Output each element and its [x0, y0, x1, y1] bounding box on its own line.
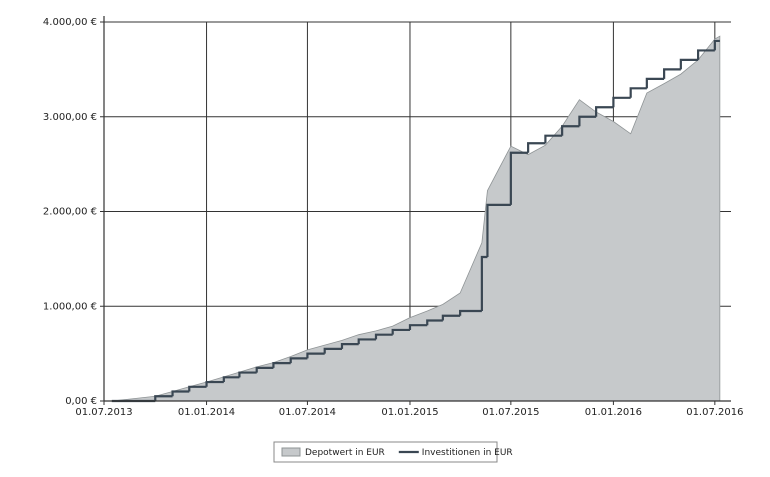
legend-label: Investitionen in EUR [422, 448, 513, 458]
x-tick-label: 01.01.2015 [381, 407, 438, 418]
step-line [289, 357, 308, 364]
y-tick-label: 0,00 € [65, 396, 97, 407]
step-line [595, 106, 614, 117]
step-line [340, 343, 359, 349]
step-line [408, 324, 428, 330]
step-line [374, 333, 393, 340]
step-line [357, 338, 376, 345]
step-line [486, 203, 511, 257]
step-line [509, 151, 529, 205]
x-tick-label: 01.07.2014 [279, 407, 336, 418]
step-line [645, 77, 665, 89]
x-tick-label: 01.01.2016 [585, 407, 642, 418]
step-line [272, 362, 291, 368]
step-line [544, 134, 563, 144]
step-line [238, 371, 257, 378]
step-line [441, 314, 461, 321]
step-line [205, 380, 224, 387]
step-line [629, 87, 647, 98]
step-line [679, 58, 699, 70]
x-tick-label: 01.01.2014 [178, 407, 235, 418]
step-line [459, 309, 482, 316]
step-line [612, 96, 631, 108]
x-tick-label: 01.07.2016 [686, 407, 743, 418]
x-tick-label: 01.07.2015 [482, 407, 539, 418]
step-line [323, 347, 342, 354]
step-line [663, 68, 681, 79]
x-tick-label: 01.07.2013 [75, 407, 132, 418]
area [111, 35, 721, 402]
step-line [578, 115, 597, 127]
step-line [306, 352, 325, 359]
step-line [713, 39, 720, 51]
step-line [391, 328, 410, 335]
y-tick-label: 4.000,00 € [43, 17, 97, 28]
legend-swatch [281, 447, 301, 457]
step-line [426, 319, 443, 326]
y-tick-label: 1.000,00 € [43, 301, 97, 312]
step-line [561, 125, 580, 136]
step-line [222, 376, 240, 383]
legend-label: Depotwert in EUR [305, 448, 385, 458]
y-tick-label: 2.000,00 € [43, 207, 97, 218]
step-line [527, 142, 546, 153]
step-line [480, 255, 488, 311]
step-line [188, 385, 207, 392]
step-line [171, 390, 190, 397]
step-line [697, 49, 715, 60]
y-tick-label: 3.000,00 € [43, 112, 97, 123]
legend-box [273, 441, 498, 463]
step-line [154, 395, 173, 401]
step-line [255, 366, 274, 373]
